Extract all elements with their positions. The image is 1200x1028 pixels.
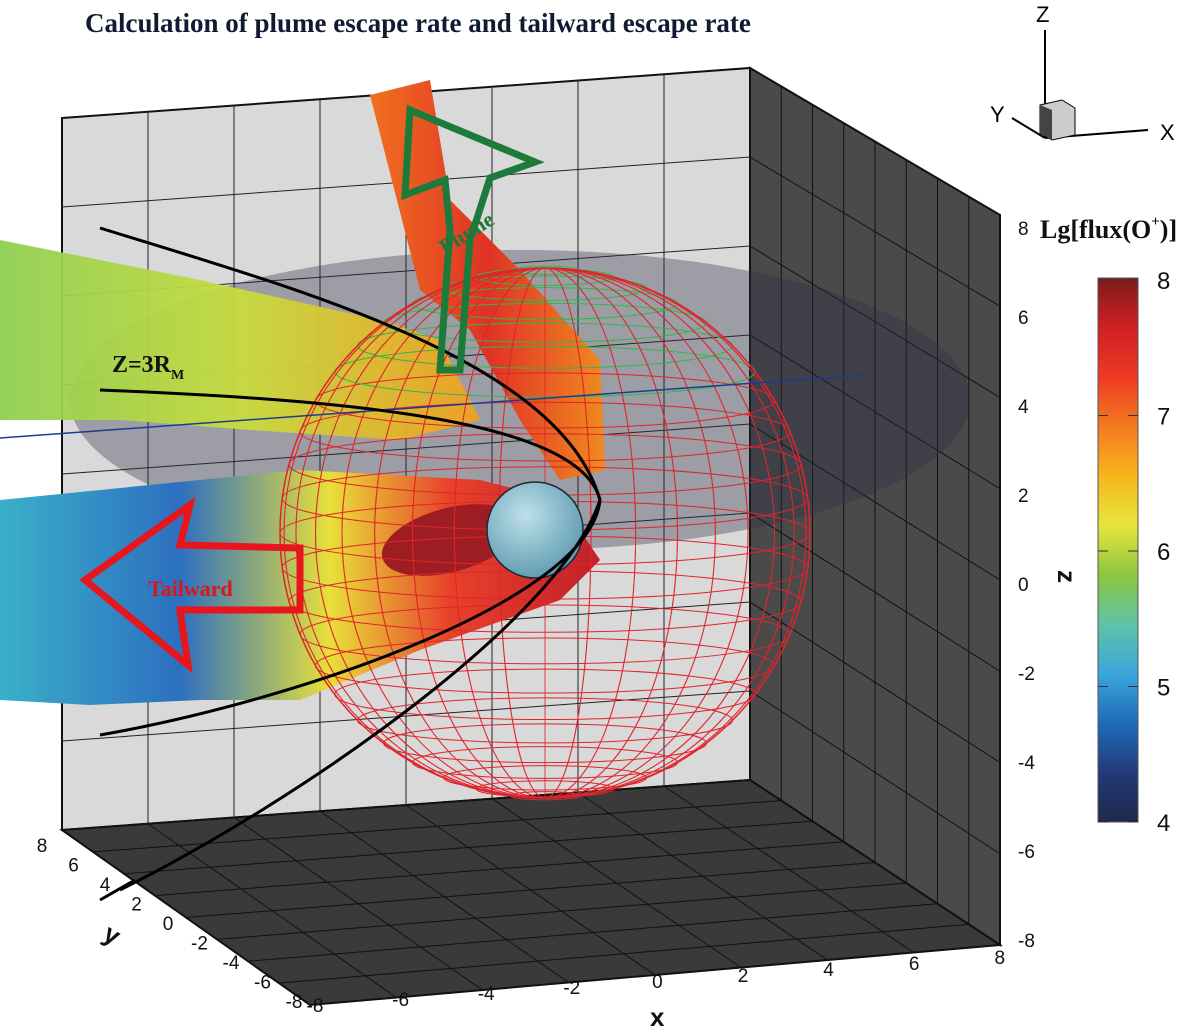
x-tick-label: 6: [909, 954, 920, 975]
colorbar-tick-label: 4: [1157, 810, 1170, 837]
z-tick-label: -2: [1018, 664, 1035, 685]
colorbar-title-end: )]: [1160, 215, 1177, 244]
grid-line: [61, 690, 751, 742]
z-tick-label: 0: [1018, 575, 1029, 596]
y-tick-label: 4: [100, 875, 111, 896]
y-tick-label: -4: [223, 953, 240, 974]
z-tick-label: -6: [1018, 842, 1035, 863]
y-tick-label: 2: [131, 895, 142, 916]
plane-cut-line: [0, 374, 866, 439]
colorbar-title-main: Lg[flux(O: [1040, 215, 1151, 244]
y-tick-label: 8: [37, 836, 48, 857]
y-tick-label: 0: [163, 914, 174, 935]
plume-flux-surface: [370, 80, 605, 480]
triad-z-label: Z: [1036, 2, 1049, 27]
planet-sphere: [486, 481, 584, 579]
x-tick-label: 0: [652, 972, 663, 993]
chart-title: Calculation of plume escape rate and tai…: [85, 8, 751, 38]
magnetopause-curve-lower: [119, 499, 602, 892]
z-axis-label: z: [1052, 570, 1082, 583]
y-tick-label: 6: [68, 856, 79, 877]
colorbar: [1097, 277, 1139, 823]
magnetopause-curve-upper: [99, 226, 602, 501]
orientation-triad: X Y Z: [990, 2, 1175, 145]
grid-line: [247, 903, 938, 962]
z-tick-label: -4: [1018, 753, 1035, 774]
grid-line: [663, 785, 915, 953]
x-tick-label: -4: [478, 984, 495, 1005]
colorbar-tick-label: 5: [1157, 675, 1170, 702]
x-tick-label: -8: [307, 996, 324, 1017]
curve-tail: [99, 878, 136, 902]
y-tick-label: -8: [286, 992, 303, 1013]
x-tick-label: 4: [823, 960, 834, 981]
grid-line: [749, 423, 1001, 581]
triad-x-label: X: [1160, 120, 1175, 145]
z-plane-label-main: Z=3R: [112, 352, 172, 378]
z-tick-label: 6: [1018, 308, 1029, 329]
colorbar-title: Lg[flux(O+)]: [1040, 214, 1177, 244]
z-plane-label: Z=3RM: [112, 352, 184, 383]
sphere-outline: [279, 267, 811, 799]
grid-line: [61, 423, 751, 475]
y-tick-label: -2: [191, 934, 208, 955]
dense-core: [381, 504, 519, 576]
grid-line: [185, 862, 876, 918]
grid-line: [749, 512, 1001, 672]
triad-y-label: Y: [990, 102, 1005, 127]
z-tick-label: 8: [1018, 219, 1029, 240]
tailward-arrow: [79, 496, 304, 674]
z-tick-label: 4: [1018, 397, 1029, 418]
colorbar-tick-label: 7: [1157, 404, 1170, 431]
plume-arrow: [401, 104, 545, 374]
y-axis-label: y: [98, 918, 126, 951]
x-tick-label: 8: [995, 948, 1006, 969]
colorbar-ticks: 8 7 6 5 4: [1098, 268, 1170, 837]
colorbar-title-sup: +: [1151, 214, 1160, 230]
grid-line: [749, 690, 1001, 855]
z-tick-label: 2: [1018, 486, 1029, 507]
tailward-label: Tailward: [148, 576, 233, 601]
grid-line: [278, 923, 969, 984]
z-tick-label: -8: [1018, 931, 1035, 952]
x-tick-label: -6: [392, 990, 409, 1011]
grid-line: [491, 798, 742, 968]
grid-line: [216, 882, 907, 940]
x-tick-label: -2: [563, 978, 580, 999]
x-axis-label: x: [650, 1002, 665, 1028]
x-tick-label: 2: [738, 966, 749, 987]
z-plane-label-sub: M: [171, 368, 184, 383]
colorbar-tick-label: 8: [1157, 268, 1170, 295]
wireframe-sphere: [279, 265, 811, 801]
grid-line: [577, 792, 828, 961]
colorbar-tick-label: 6: [1157, 539, 1170, 566]
y-tick-label: -6: [254, 973, 271, 994]
